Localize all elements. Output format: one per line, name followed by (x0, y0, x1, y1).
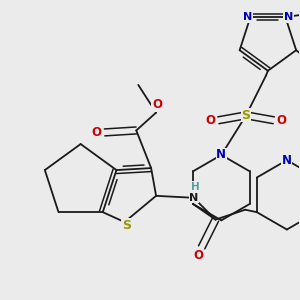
Text: N: N (243, 12, 252, 22)
Text: H: H (191, 182, 200, 192)
Text: N: N (282, 154, 292, 167)
Text: S: S (242, 109, 250, 122)
Text: N: N (284, 12, 293, 22)
Text: N: N (189, 193, 198, 203)
Text: O: O (206, 114, 215, 127)
Text: O: O (194, 249, 204, 262)
Text: O: O (92, 126, 102, 139)
Text: N: N (216, 148, 226, 161)
Text: S: S (122, 218, 131, 232)
Text: O: O (152, 98, 162, 111)
Text: O: O (277, 114, 287, 127)
